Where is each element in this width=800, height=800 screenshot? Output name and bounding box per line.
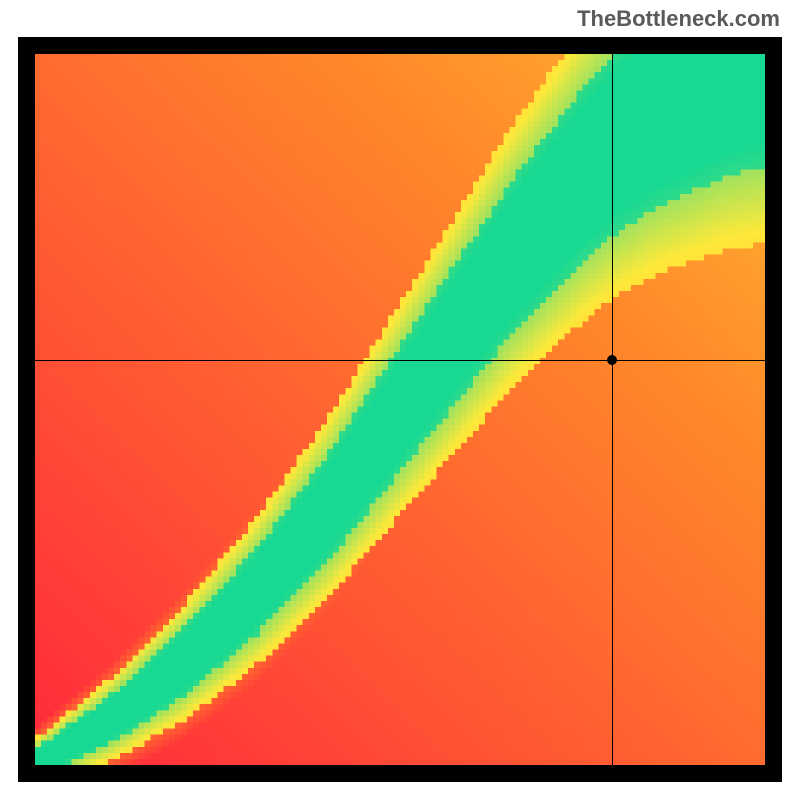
- attribution-text: TheBottleneck.com: [577, 6, 780, 32]
- heatmap-canvas: [35, 54, 765, 765]
- crosshair-horizontal: [35, 360, 765, 361]
- chart-container: { "attribution": "TheBottleneck.com", "c…: [0, 0, 800, 800]
- plot-area: [35, 54, 765, 765]
- plot-frame: [18, 37, 782, 782]
- crosshair-vertical: [612, 54, 613, 765]
- crosshair-marker: [607, 355, 617, 365]
